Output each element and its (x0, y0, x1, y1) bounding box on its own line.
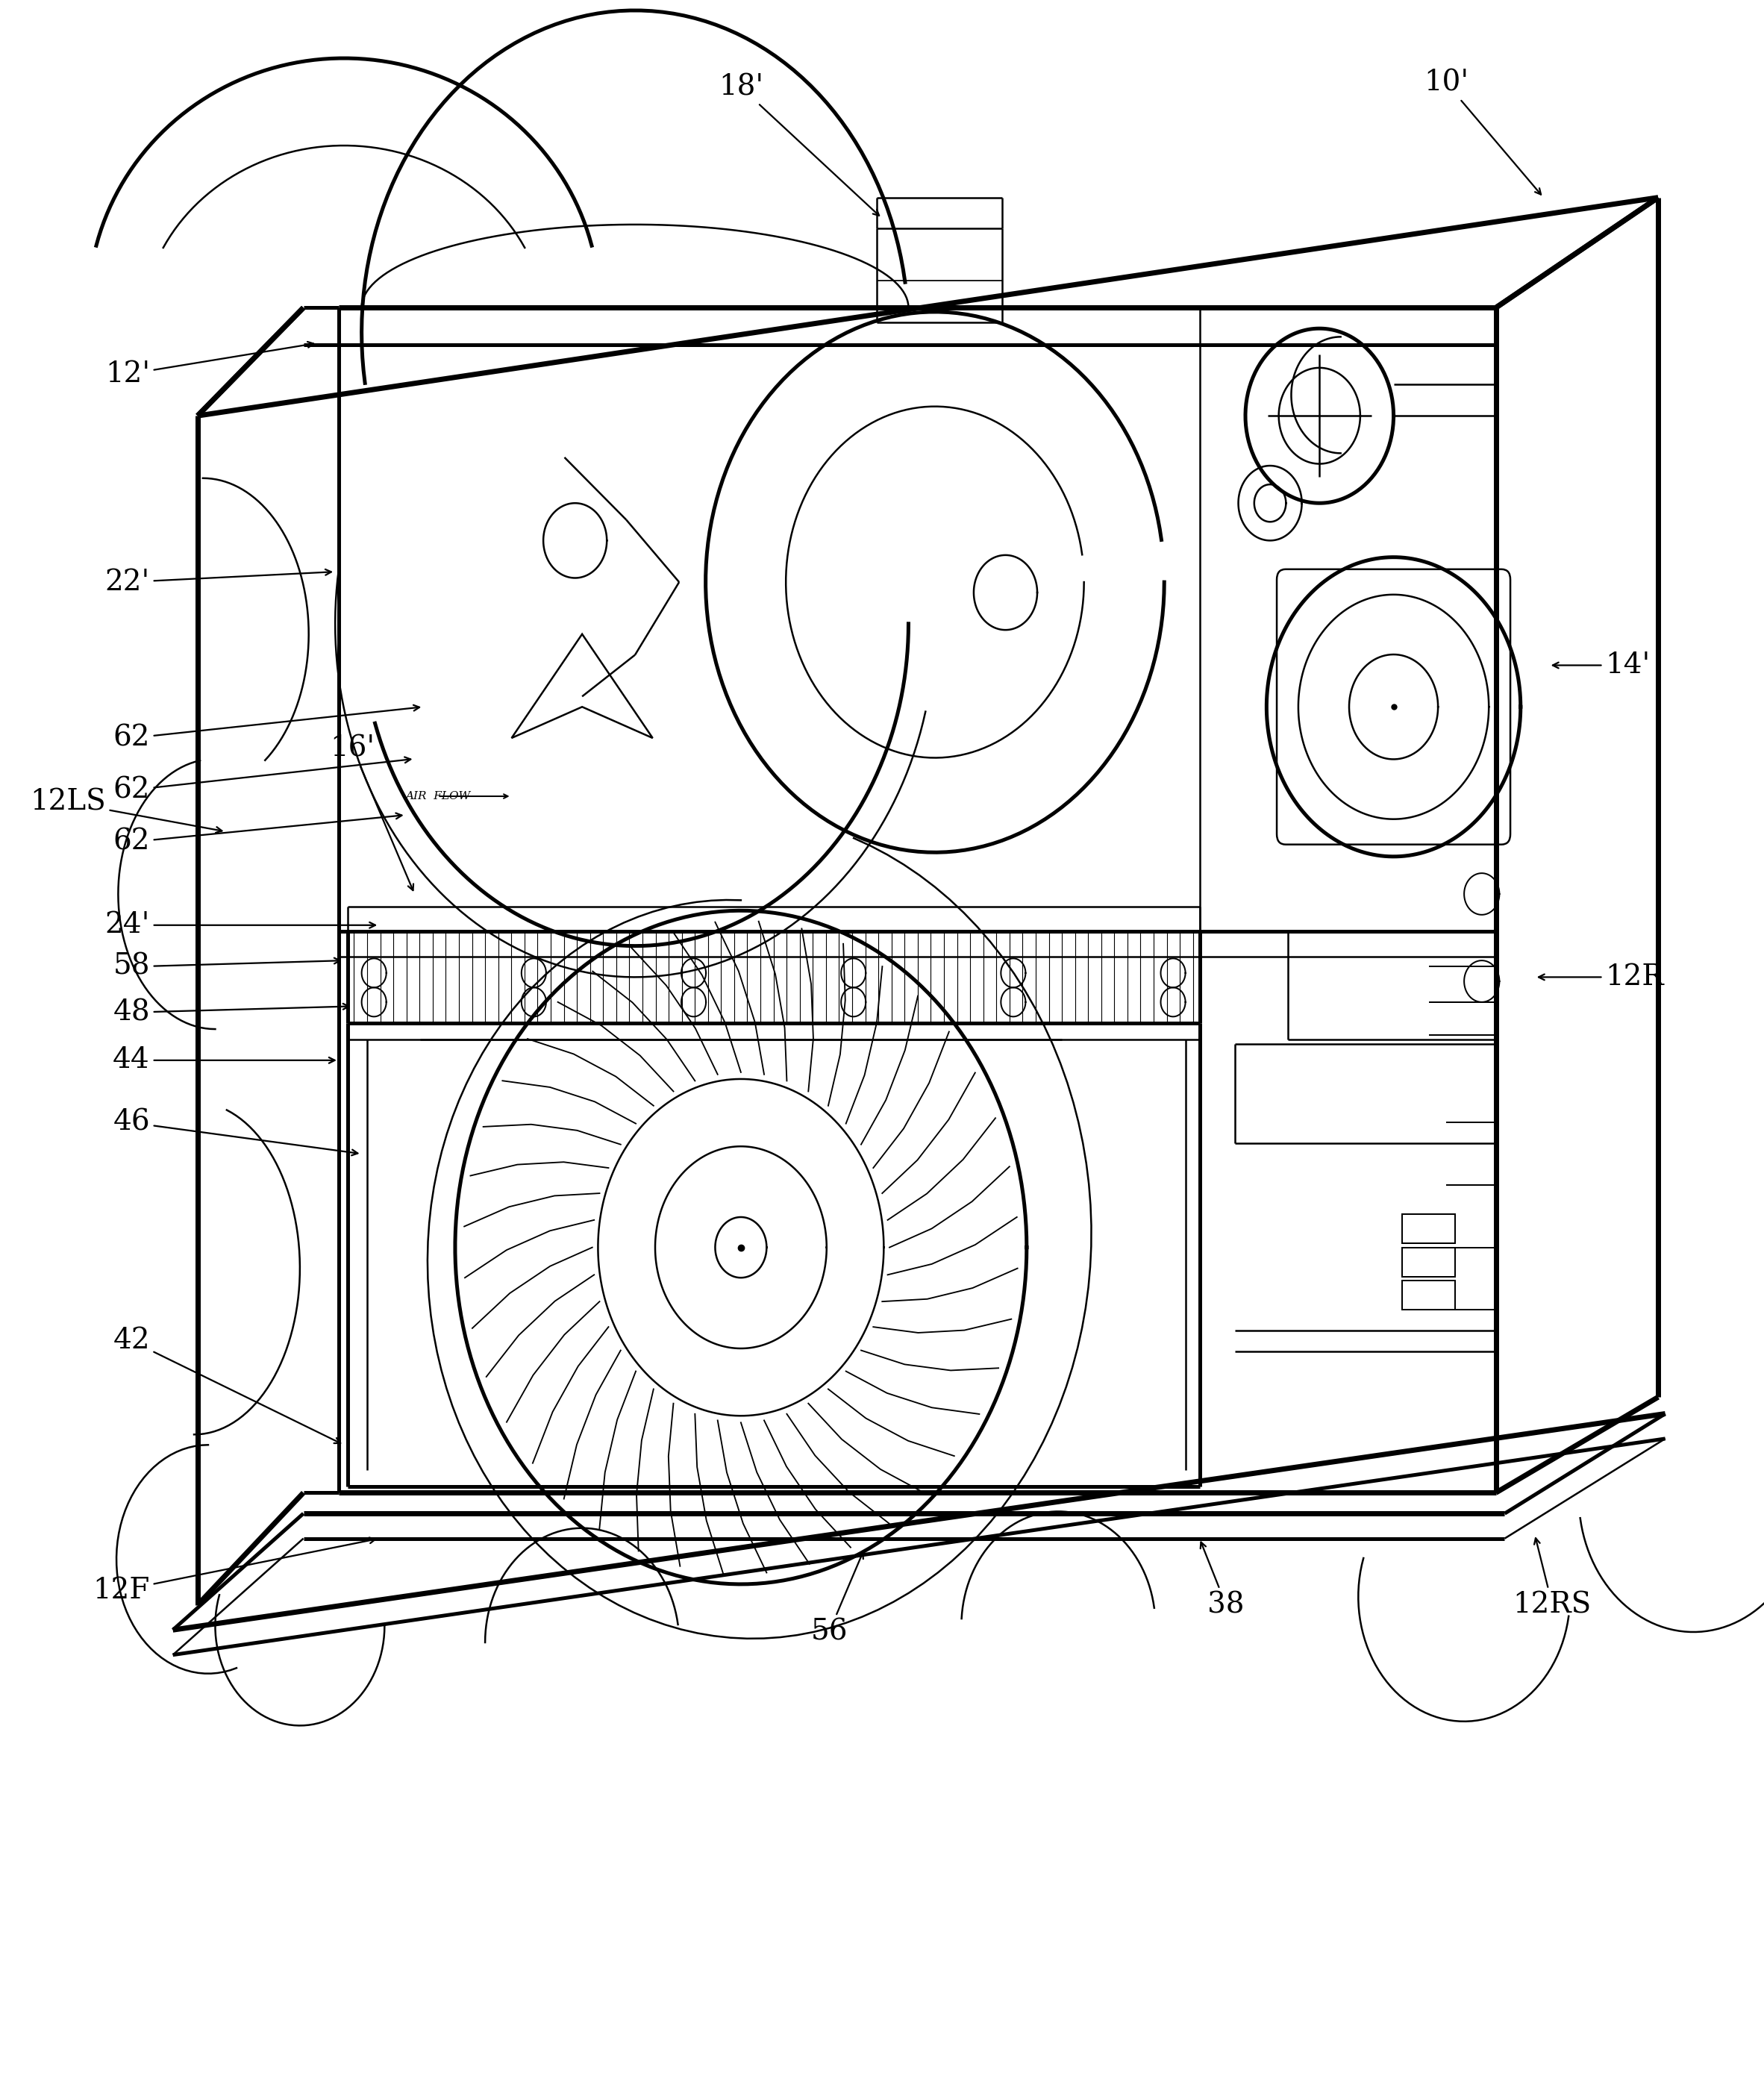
Text: 62: 62 (113, 757, 411, 805)
Text: 48: 48 (113, 998, 349, 1027)
Text: 14': 14' (1552, 651, 1649, 680)
Text: 18': 18' (718, 73, 878, 216)
Text: 42: 42 (113, 1326, 340, 1443)
Text: 38: 38 (1201, 1543, 1244, 1620)
Text: 24': 24' (104, 911, 376, 940)
Text: 12F: 12F (93, 1538, 376, 1605)
Text: 62: 62 (113, 813, 402, 857)
Text: 12R: 12R (1538, 963, 1663, 992)
Text: AIR  FLOW: AIR FLOW (406, 790, 469, 802)
Text: 12RS: 12RS (1514, 1538, 1591, 1620)
Text: 22': 22' (106, 568, 332, 597)
Text: 16': 16' (330, 734, 413, 890)
Text: 12LS: 12LS (30, 788, 222, 834)
Text: 58: 58 (113, 952, 340, 981)
Text: 12': 12' (106, 341, 314, 389)
Text: 56: 56 (811, 1553, 863, 1647)
Text: 10': 10' (1424, 69, 1542, 195)
Text: 62: 62 (113, 705, 420, 753)
Text: 46: 46 (113, 1108, 358, 1156)
Text: 44: 44 (113, 1046, 335, 1075)
